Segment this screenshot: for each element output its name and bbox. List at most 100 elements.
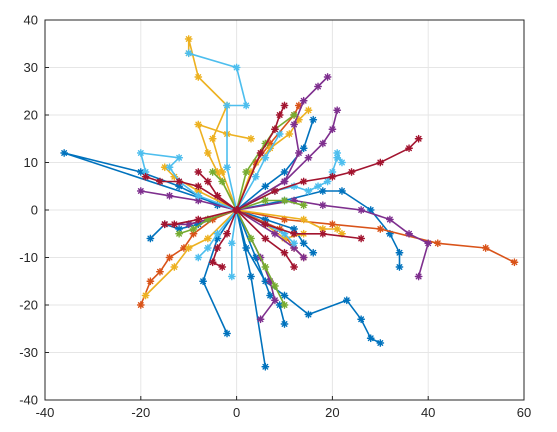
data-point <box>280 320 289 328</box>
data-point <box>299 177 308 186</box>
data-point <box>299 239 308 248</box>
series-6 <box>232 206 318 257</box>
data-point <box>194 73 203 81</box>
data-point <box>223 163 231 172</box>
data-point <box>175 177 184 186</box>
data-point <box>203 234 212 243</box>
x-tick-label: -20 <box>131 405 150 420</box>
data-point <box>366 206 375 214</box>
data-point <box>299 201 308 210</box>
data-point <box>366 334 375 343</box>
data-point <box>304 106 313 115</box>
data-point <box>280 168 289 176</box>
data-point <box>328 220 337 229</box>
y-tick-label: 40 <box>24 13 38 28</box>
y-tick-label: -40 <box>19 393 38 408</box>
data-point <box>510 258 519 267</box>
data-point <box>290 239 298 248</box>
data-point <box>333 225 342 233</box>
data-point <box>290 229 298 238</box>
data-point <box>395 248 404 257</box>
data-point <box>194 168 203 176</box>
data-point <box>309 248 318 257</box>
data-point <box>146 277 155 286</box>
data-point <box>333 149 342 157</box>
data-point <box>280 291 289 300</box>
data-point <box>232 63 241 72</box>
data-point <box>184 35 193 43</box>
data-point <box>333 153 342 162</box>
data-point <box>271 296 279 305</box>
series-line <box>235 133 281 211</box>
series-37 <box>194 206 241 262</box>
series-line <box>188 52 247 211</box>
data-point <box>213 244 222 252</box>
data-point <box>414 272 423 281</box>
data-point <box>405 144 413 153</box>
series-line <box>178 209 237 235</box>
data-point <box>261 153 270 162</box>
series-19 <box>232 206 346 238</box>
data-point <box>203 244 212 252</box>
data-point <box>294 149 303 157</box>
series-line <box>236 199 430 277</box>
data-point <box>242 101 251 110</box>
data-point <box>304 310 313 319</box>
data-point <box>333 106 342 115</box>
y-tick-label: 10 <box>24 155 38 170</box>
series-16 <box>141 206 241 300</box>
series-48 <box>232 206 298 271</box>
series-5 <box>232 206 270 371</box>
data-point <box>141 172 150 181</box>
data-point <box>342 296 351 305</box>
data-point <box>357 315 366 324</box>
data-point <box>285 130 294 138</box>
data-point <box>275 130 284 138</box>
data-point <box>223 101 231 110</box>
data-point <box>261 215 270 224</box>
y-tick-label: -20 <box>19 298 38 313</box>
data-point <box>280 101 289 110</box>
series-line <box>236 138 420 211</box>
data-point <box>261 263 270 271</box>
x-tick-label: 40 <box>421 405 435 420</box>
data-point <box>424 239 433 248</box>
data-point <box>227 239 236 248</box>
data-point <box>208 134 217 143</box>
x-axis-ticks: -40 -20 0 20 40 60 <box>36 396 531 420</box>
data-point <box>280 196 289 205</box>
series-line <box>236 209 295 268</box>
data-point <box>433 239 442 248</box>
data-point <box>141 291 150 300</box>
data-point <box>314 82 322 91</box>
data-point <box>165 163 174 172</box>
grid <box>44 19 525 401</box>
series-line <box>236 190 401 267</box>
data-point <box>247 134 255 143</box>
data-point <box>271 282 279 290</box>
data-point <box>395 263 404 271</box>
data-point <box>247 234 255 243</box>
data-point <box>170 220 179 229</box>
data-point <box>271 125 279 134</box>
data-point <box>165 191 174 200</box>
data-point <box>304 153 313 162</box>
data-point <box>175 153 184 162</box>
series-line <box>236 209 305 259</box>
data-point <box>357 234 366 243</box>
data-point <box>146 234 155 243</box>
data-point <box>299 144 308 153</box>
data-point <box>280 229 289 238</box>
data-point <box>136 187 145 195</box>
data-point <box>194 253 203 262</box>
data-point <box>261 196 270 205</box>
data-point <box>208 168 217 176</box>
series-line <box>197 171 238 211</box>
series-layer <box>60 35 519 371</box>
data-point <box>314 182 322 191</box>
data-point <box>242 168 251 176</box>
data-point <box>203 177 212 186</box>
data-point <box>199 277 207 286</box>
data-point <box>136 149 145 157</box>
data-point <box>318 187 327 195</box>
